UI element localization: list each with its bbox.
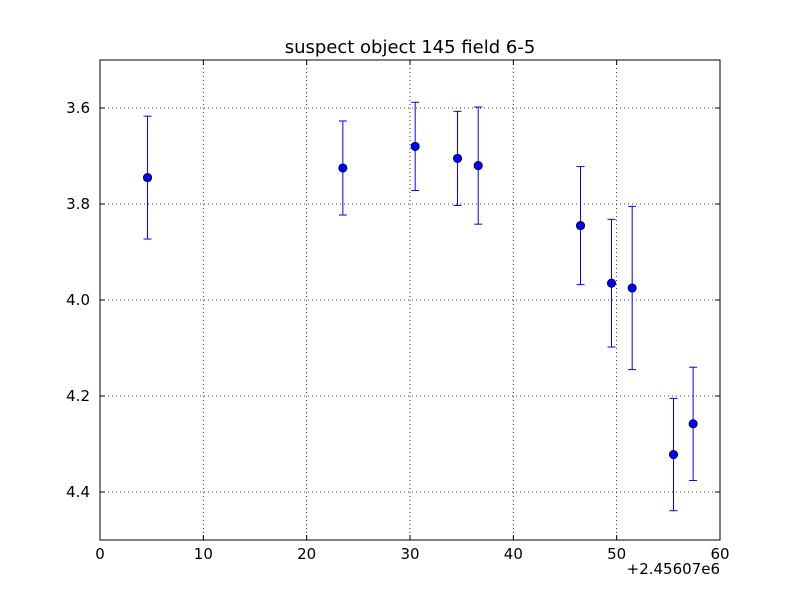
- data-point: [410, 141, 420, 151]
- x-tick-label: 40: [504, 545, 523, 563]
- y-tick-label: 3.6: [66, 99, 90, 117]
- data-point: [473, 161, 483, 171]
- chart-title: suspect object 145 field 6-5: [285, 37, 536, 58]
- x-tick-label: 60: [710, 545, 729, 563]
- x-tick-label: 20: [297, 545, 316, 563]
- data-point: [142, 173, 153, 183]
- data-point: [338, 163, 348, 173]
- x-tick-label: 30: [400, 545, 419, 563]
- x-tick-label: 0: [95, 545, 105, 563]
- data-point: [688, 419, 698, 429]
- axis-ticks: [99, 60, 721, 540]
- data-point: [668, 450, 679, 460]
- x-tick-labels: 0 10 20 30 40 50 60: [95, 545, 729, 563]
- data-point: [575, 221, 586, 231]
- data-point: [627, 283, 637, 293]
- y-tick-labels: 3.6 3.8 4.0 4.2 4.4: [66, 99, 90, 501]
- data-points: [142, 141, 698, 460]
- data-point: [452, 153, 463, 163]
- error-bars: [143, 101, 698, 512]
- x-tick-label: 10: [194, 545, 213, 563]
- y-tick-label: 4.4: [66, 483, 90, 501]
- y-tick-label: 4.0: [66, 291, 90, 309]
- x-offset-label: +2.45607e6: [627, 560, 720, 578]
- x-tick-label: 50: [607, 545, 626, 563]
- y-tick-label: 4.2: [66, 387, 90, 405]
- grid-lines: [100, 60, 720, 540]
- y-tick-label: 3.8: [66, 195, 90, 213]
- data-point: [606, 278, 617, 288]
